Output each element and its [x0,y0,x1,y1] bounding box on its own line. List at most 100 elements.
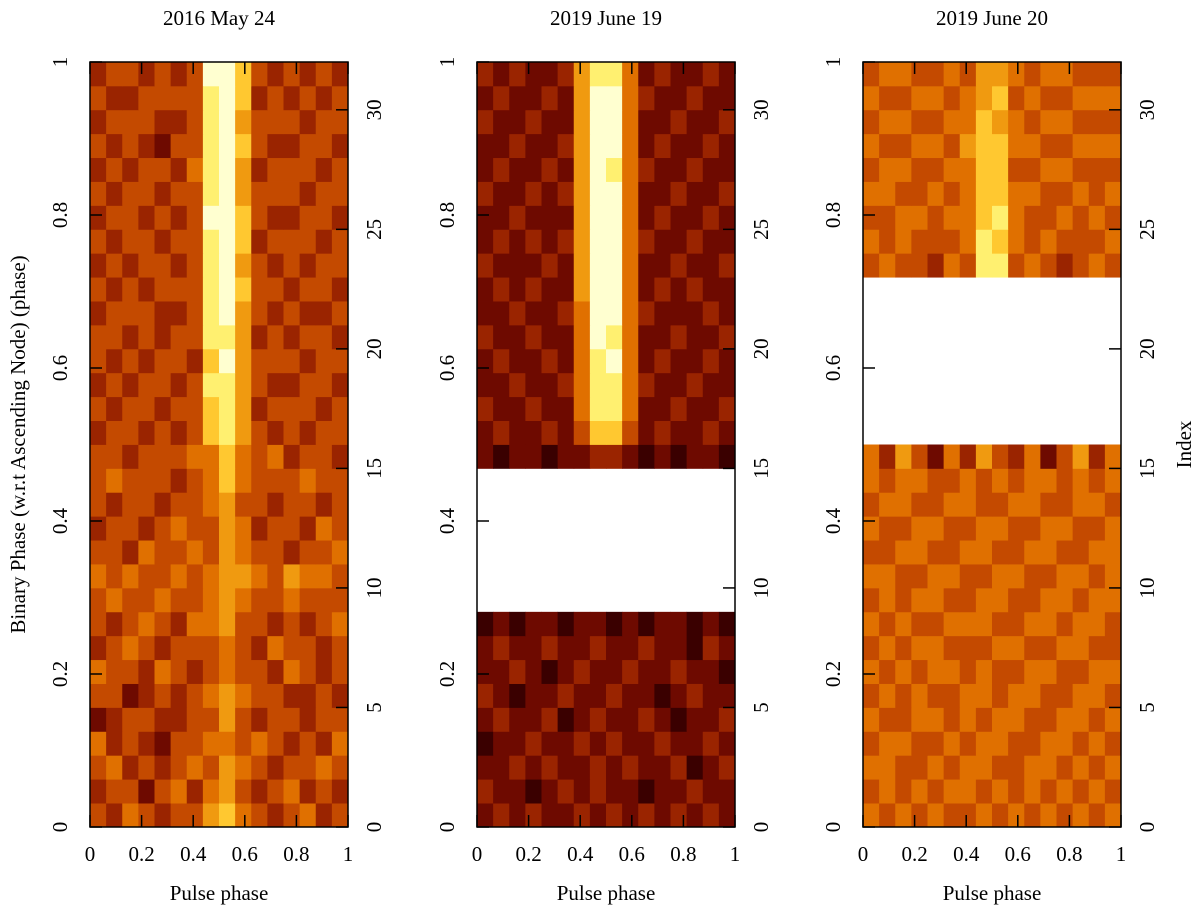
heat-cell [331,492,349,517]
heat-cell [1040,62,1057,87]
y-tick-label: 1 [821,57,845,68]
y-tick-label: 0.4 [435,507,459,534]
heat-cell [670,444,688,469]
heat-cell [283,396,301,421]
heat-cell [154,659,172,684]
heat-cell [202,803,220,828]
heat-cell [702,683,720,708]
heat-cell [557,229,575,254]
heat-cell [1008,157,1025,182]
heat-cell [154,707,172,732]
heat-cell [863,516,880,541]
y-tick-label: 0 [435,822,459,833]
heat-cell [202,755,220,780]
heat-cell [1104,253,1122,278]
heat-cell [186,396,204,421]
heat-cell [477,779,494,804]
heat-cell [283,277,301,302]
heat-cell [331,516,349,541]
heat-cell [1088,253,1106,278]
heat-cell [170,109,188,135]
heat-cell [331,205,349,230]
heat-cell [911,468,928,493]
heat-cell [1088,157,1106,182]
heat-cell [154,133,172,159]
heat-cell [219,109,236,135]
heat-cell [202,587,220,613]
heat-cell [283,611,301,637]
heat-cell [1104,707,1122,732]
heat-cell [283,779,301,804]
heat-cell [154,109,172,135]
heat-cell [154,468,172,493]
heat-cell [1056,611,1074,637]
heat-cell [943,85,961,111]
heat-cell [879,444,896,469]
heat-cell [525,133,542,159]
heat-cell [927,444,945,469]
heat-cell [1104,540,1122,565]
heat-cell [509,420,526,445]
heat-cell [911,253,928,278]
heat-cell [90,348,107,374]
heat-cell [1040,181,1057,206]
heat-cell [122,85,139,111]
heat-cell [702,779,720,804]
heat-cell [90,803,107,828]
heat-cell [589,659,607,684]
heat-cell [509,707,526,732]
heat-cell [235,133,252,159]
heat-cell [122,181,139,206]
heat-cell [219,635,236,661]
heat-cell [106,611,123,637]
heat-cell [1040,229,1057,254]
heat-cell [959,635,977,661]
heat-cell [1072,564,1090,589]
heat-cell [927,731,945,756]
heat-cell [493,420,510,445]
heat-cell [1040,468,1057,493]
heat-cell [622,181,639,206]
heat-cell [219,85,236,111]
heat-cell [477,611,494,637]
heat-cell [654,85,671,111]
heat-cell [943,516,961,541]
heat-cell [170,803,188,828]
y2-tick-label: 30 [749,99,773,120]
heat-cell [106,659,123,684]
heat-cell [283,731,301,756]
heat-cell [975,85,993,111]
heat-cell [541,396,559,421]
heat-cell [879,109,896,135]
heat-cell [1072,229,1090,254]
heat-cell [106,253,123,278]
heat-cell [943,587,961,613]
heat-cell [251,301,268,326]
heat-cell [1008,444,1025,469]
x-tick-label: 0.8 [1056,842,1082,866]
heat-cell [1104,205,1122,230]
heat-cell [959,229,977,254]
heat-cell [927,516,945,541]
heat-cell [525,396,542,421]
heat-cell [235,659,252,684]
heat-cell [943,205,961,230]
heat-cell [138,157,155,182]
heat-cell [493,779,510,804]
heat-cell [493,181,510,206]
heat-cell [283,157,301,182]
heat-cell [975,564,993,589]
heat-cell [1088,133,1106,159]
heat-cell [1072,157,1090,182]
heat-cell [911,229,928,254]
heat-cell [138,372,155,398]
heat-cell [315,540,333,565]
heat-cell [267,157,284,182]
heat-cell [1072,635,1090,661]
heat-cell [975,659,993,684]
heat-cell [331,277,349,302]
heat-cell [686,253,704,278]
heat-cell [863,587,880,613]
heat-cell [525,372,542,398]
heat-cell [170,587,188,613]
